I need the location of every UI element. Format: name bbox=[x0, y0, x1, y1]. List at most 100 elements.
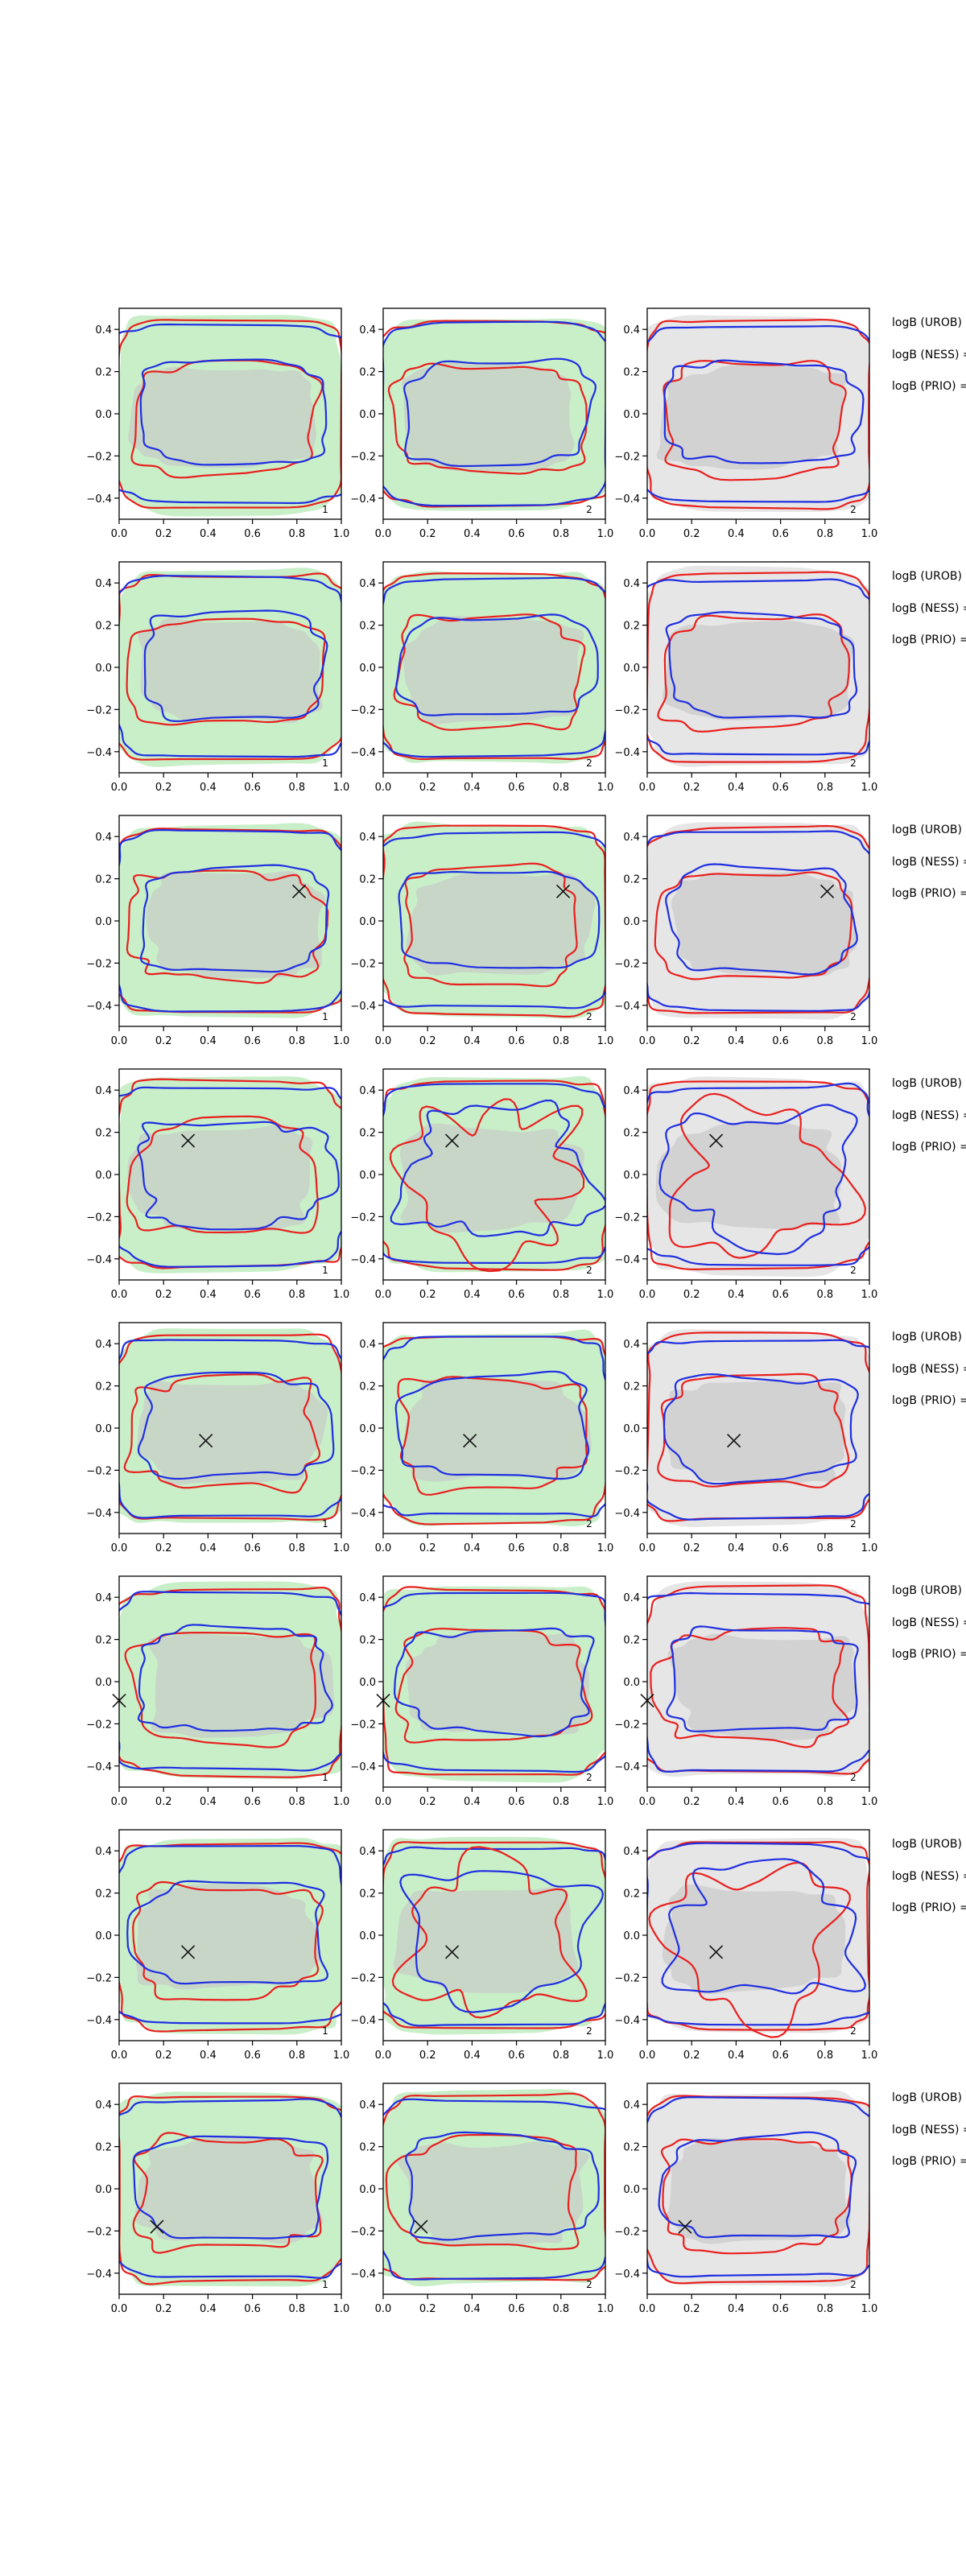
y-tick-label: −0.4 bbox=[350, 1761, 376, 1773]
x-tick-label: 0.8 bbox=[816, 782, 833, 794]
blue-outer-contour bbox=[383, 1591, 605, 1773]
blue-outer-contour bbox=[647, 830, 869, 1012]
y-tick-label: −0.4 bbox=[614, 1761, 640, 1773]
x-tick-label: 0.2 bbox=[419, 528, 436, 540]
x-tick-label: 0.2 bbox=[419, 2303, 436, 2315]
x-tick-label: 0.0 bbox=[639, 1542, 656, 1554]
panel-tag: 2 bbox=[586, 1518, 592, 1530]
legend-label: logB (PRIO) = bbox=[892, 1141, 966, 1154]
y-tick-label: 0.0 bbox=[95, 1677, 112, 1689]
x-tick-label: 0.2 bbox=[419, 782, 436, 794]
x-tick-label: 0.4 bbox=[464, 782, 481, 794]
y-tick-label: 0.2 bbox=[623, 1889, 640, 1901]
x-tick-label: 0.2 bbox=[419, 1542, 436, 1554]
y-tick-label: 0.4 bbox=[623, 2099, 640, 2112]
y-tick-label: −0.4 bbox=[86, 1761, 112, 1773]
blue-outer-contour bbox=[119, 1086, 341, 1268]
x-tick-label: 0.6 bbox=[244, 528, 261, 540]
red-inner-contour bbox=[391, 1846, 588, 2019]
y-tick-label: −0.4 bbox=[350, 1508, 376, 1520]
y-tick-label: 0.0 bbox=[623, 1170, 640, 1182]
panel-r3-c2: 0.0 0.2 0.4 0.6 0.8 1.0 0.4 0.2 0.0 −0.2 −0.4 2 bbox=[350, 815, 613, 1047]
x-tick-label: 0.2 bbox=[683, 1289, 700, 1301]
x-tick-label: 0.4 bbox=[464, 2303, 481, 2315]
red-outer-contour bbox=[119, 1333, 341, 1521]
y-tick-label: −0.2 bbox=[614, 1719, 640, 1731]
y-tick-label: 0.2 bbox=[623, 1381, 640, 1393]
y-tick-label: 0.0 bbox=[623, 916, 640, 928]
legend-label: logB (PRIO) = bbox=[892, 887, 966, 900]
x-tick-label: 0.6 bbox=[772, 2050, 789, 2062]
y-tick-label: 0.4 bbox=[95, 1592, 112, 1604]
blue-outer-contour bbox=[647, 324, 869, 503]
y-tick-label: 0.0 bbox=[95, 409, 112, 421]
x-tick-label: 0.6 bbox=[772, 782, 789, 794]
blue-inner-contour bbox=[399, 1870, 605, 2013]
blue-inner-contour bbox=[139, 864, 330, 973]
y-tick-label: 0.2 bbox=[95, 367, 112, 379]
y-tick-label: 0.2 bbox=[623, 621, 640, 633]
y-tick-label: 0.4 bbox=[359, 578, 376, 590]
panel-tag: 2 bbox=[586, 758, 592, 769]
blue-outer-contour bbox=[647, 1082, 869, 1266]
legend-label: logB (NESS) = bbox=[892, 602, 966, 615]
x-tick-label: 1.0 bbox=[333, 2303, 350, 2315]
x-tick-label: 0.2 bbox=[683, 1035, 700, 1047]
panel-r4-c3: 0.0 0.2 0.4 0.6 0.8 1.0 0.4 0.2 0.0 −0.2 −0.4 2 bbox=[614, 1068, 877, 1301]
x-tick-label: 0.4 bbox=[464, 2050, 481, 2062]
core-region bbox=[405, 1632, 591, 1737]
x-tick-label: 0.0 bbox=[639, 1035, 656, 1047]
y-tick-label: 0.0 bbox=[95, 2184, 112, 2196]
x-tick-label: 0.8 bbox=[552, 1035, 569, 1047]
x-tick-label: 0.6 bbox=[772, 1035, 789, 1047]
x-tick-label: 0.8 bbox=[816, 1542, 833, 1554]
blue-inner-contour bbox=[394, 1370, 590, 1480]
x-tick-label: 0.4 bbox=[200, 1796, 217, 1808]
panel-r7-c3: 0.0 0.2 0.4 0.6 0.8 1.0 0.4 0.2 0.0 −0.2 −0.4 2 bbox=[614, 1829, 877, 2062]
core-region bbox=[402, 1378, 592, 1482]
blue-outer-contour bbox=[383, 1846, 605, 2027]
y-tick-label: −0.2 bbox=[614, 1212, 640, 1224]
x-tick-label: 0.8 bbox=[552, 2303, 569, 2315]
x-tick-label: 0.6 bbox=[772, 1796, 789, 1808]
x-tick-label: 1.0 bbox=[861, 528, 878, 540]
panel-r6-c2: 0.0 0.2 0.4 0.6 0.8 1.0 0.4 0.2 0.0 −0.2 −0.4 2 bbox=[350, 1575, 613, 1808]
y-tick-label: 0.4 bbox=[359, 324, 376, 336]
blue-inner-contour bbox=[139, 358, 328, 466]
x-tick-label: 0.4 bbox=[464, 1796, 481, 1808]
legend-label: logB (PRIO) = bbox=[892, 1394, 966, 1407]
panel-tag: 2 bbox=[850, 758, 857, 769]
x-tick-label: 1.0 bbox=[333, 1035, 350, 1047]
x-tick-label: 0.2 bbox=[683, 528, 700, 540]
red-inner-contour bbox=[389, 1098, 585, 1273]
core-region bbox=[138, 617, 323, 724]
red-outer-contour bbox=[383, 1335, 605, 1525]
y-tick-label: 0.4 bbox=[359, 1592, 376, 1604]
red-inner-contour bbox=[397, 1376, 588, 1496]
panel-r5-c2: 0.0 0.2 0.4 0.6 0.8 1.0 0.4 0.2 0.0 −0.2 −0.4 2 bbox=[350, 1322, 613, 1554]
x-tick-label: 0.6 bbox=[244, 2303, 261, 2315]
y-tick-label: −0.2 bbox=[614, 704, 640, 716]
x-tick-label: 0.4 bbox=[728, 2303, 745, 2315]
red-inner-contour bbox=[387, 362, 588, 475]
panel-r8-c1: 0.0 0.2 0.4 0.6 0.8 1.0 0.4 0.2 0.0 −0.2 −0.4 1 bbox=[86, 2083, 349, 2315]
y-tick-label: −0.4 bbox=[86, 2268, 112, 2281]
y-tick-label: 0.2 bbox=[359, 621, 376, 633]
x-tick-label: 1.0 bbox=[861, 1035, 878, 1047]
y-tick-label: 0.4 bbox=[623, 1592, 640, 1604]
x-tick-label: 0.4 bbox=[200, 1289, 217, 1301]
x-tick-label: 0.6 bbox=[508, 528, 525, 540]
panel-tag: 1 bbox=[322, 2025, 328, 2037]
x-tick-label: 0.0 bbox=[375, 782, 392, 794]
x-tick-label: 1.0 bbox=[333, 1796, 350, 1808]
y-tick-label: −0.2 bbox=[86, 1719, 112, 1731]
blue-outer-contour bbox=[383, 1083, 605, 1265]
y-tick-label: −0.4 bbox=[86, 493, 112, 506]
x-tick-label: 1.0 bbox=[597, 2050, 614, 2062]
red-inner-contour bbox=[132, 1880, 324, 2001]
x-tick-label: 0.8 bbox=[552, 1542, 569, 1554]
y-tick-label: −0.2 bbox=[350, 1465, 376, 1477]
y-tick-label: −0.2 bbox=[86, 2226, 112, 2238]
blue-inner-contour bbox=[666, 1625, 859, 1732]
panel-r4-c2: 0.0 0.2 0.4 0.6 0.8 1.0 0.4 0.2 0.0 −0.2 −0.4 2 bbox=[350, 1068, 613, 1301]
